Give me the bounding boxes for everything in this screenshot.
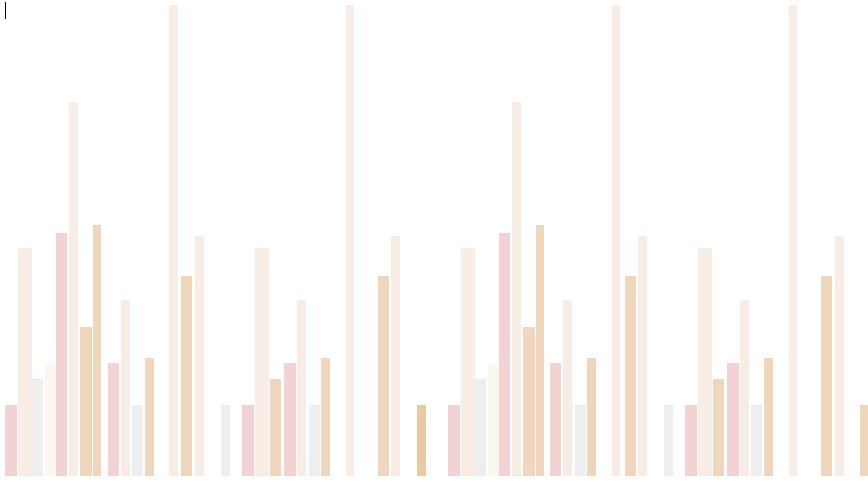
bar-13 (169, 5, 178, 476)
bar-28 (448, 405, 460, 476)
bar-1 (5, 405, 17, 476)
bar-54 (860, 405, 868, 476)
bar-15 (195, 236, 204, 476)
bar-6 (69, 102, 78, 476)
bar-14 (181, 276, 192, 476)
bar-19 (270, 379, 281, 476)
bar-47 (727, 363, 739, 476)
bar-9 (108, 363, 119, 476)
bar-11 (132, 405, 143, 476)
bar-21 (297, 300, 306, 476)
bar-52 (821, 276, 832, 476)
bar-10 (121, 300, 130, 476)
bar-30 (475, 379, 486, 476)
bar-18 (255, 248, 269, 476)
bar-43 (664, 405, 673, 476)
bar-8 (93, 225, 101, 476)
bar-41 (625, 276, 636, 476)
bar-27 (417, 405, 426, 476)
bar-24 (346, 5, 354, 476)
bar-46 (713, 379, 724, 476)
bar-49 (751, 405, 762, 476)
bar-31 (488, 363, 499, 476)
bar-50 (764, 358, 773, 476)
bar-22 (309, 405, 320, 476)
bar-20 (284, 363, 296, 476)
bar-36 (550, 363, 561, 476)
bar-12 (145, 358, 154, 476)
bar-51 (789, 5, 797, 476)
bar-26 (391, 236, 400, 476)
bar-45 (698, 248, 712, 476)
bar-32 (499, 233, 510, 476)
bar-33 (512, 102, 521, 476)
bar-53 (835, 236, 844, 476)
bar-38 (575, 405, 586, 476)
bar-16 (221, 405, 230, 476)
bar-7 (80, 327, 92, 476)
bar-44 (685, 405, 697, 476)
bar-25 (378, 276, 389, 476)
bar-23 (321, 358, 330, 476)
bar-17 (242, 405, 254, 476)
bar-29 (461, 248, 475, 476)
bar-40 (612, 5, 620, 476)
bar-37 (563, 300, 572, 476)
bar-42 (638, 236, 647, 476)
bar-4 (45, 363, 55, 476)
bar-2 (18, 248, 32, 476)
bar-34 (523, 327, 535, 476)
bar-48 (740, 300, 749, 476)
bar-3 (32, 379, 43, 476)
bar-5 (56, 233, 67, 476)
bar-39 (587, 358, 596, 476)
bar-35 (536, 225, 544, 476)
text-cursor (5, 2, 6, 19)
